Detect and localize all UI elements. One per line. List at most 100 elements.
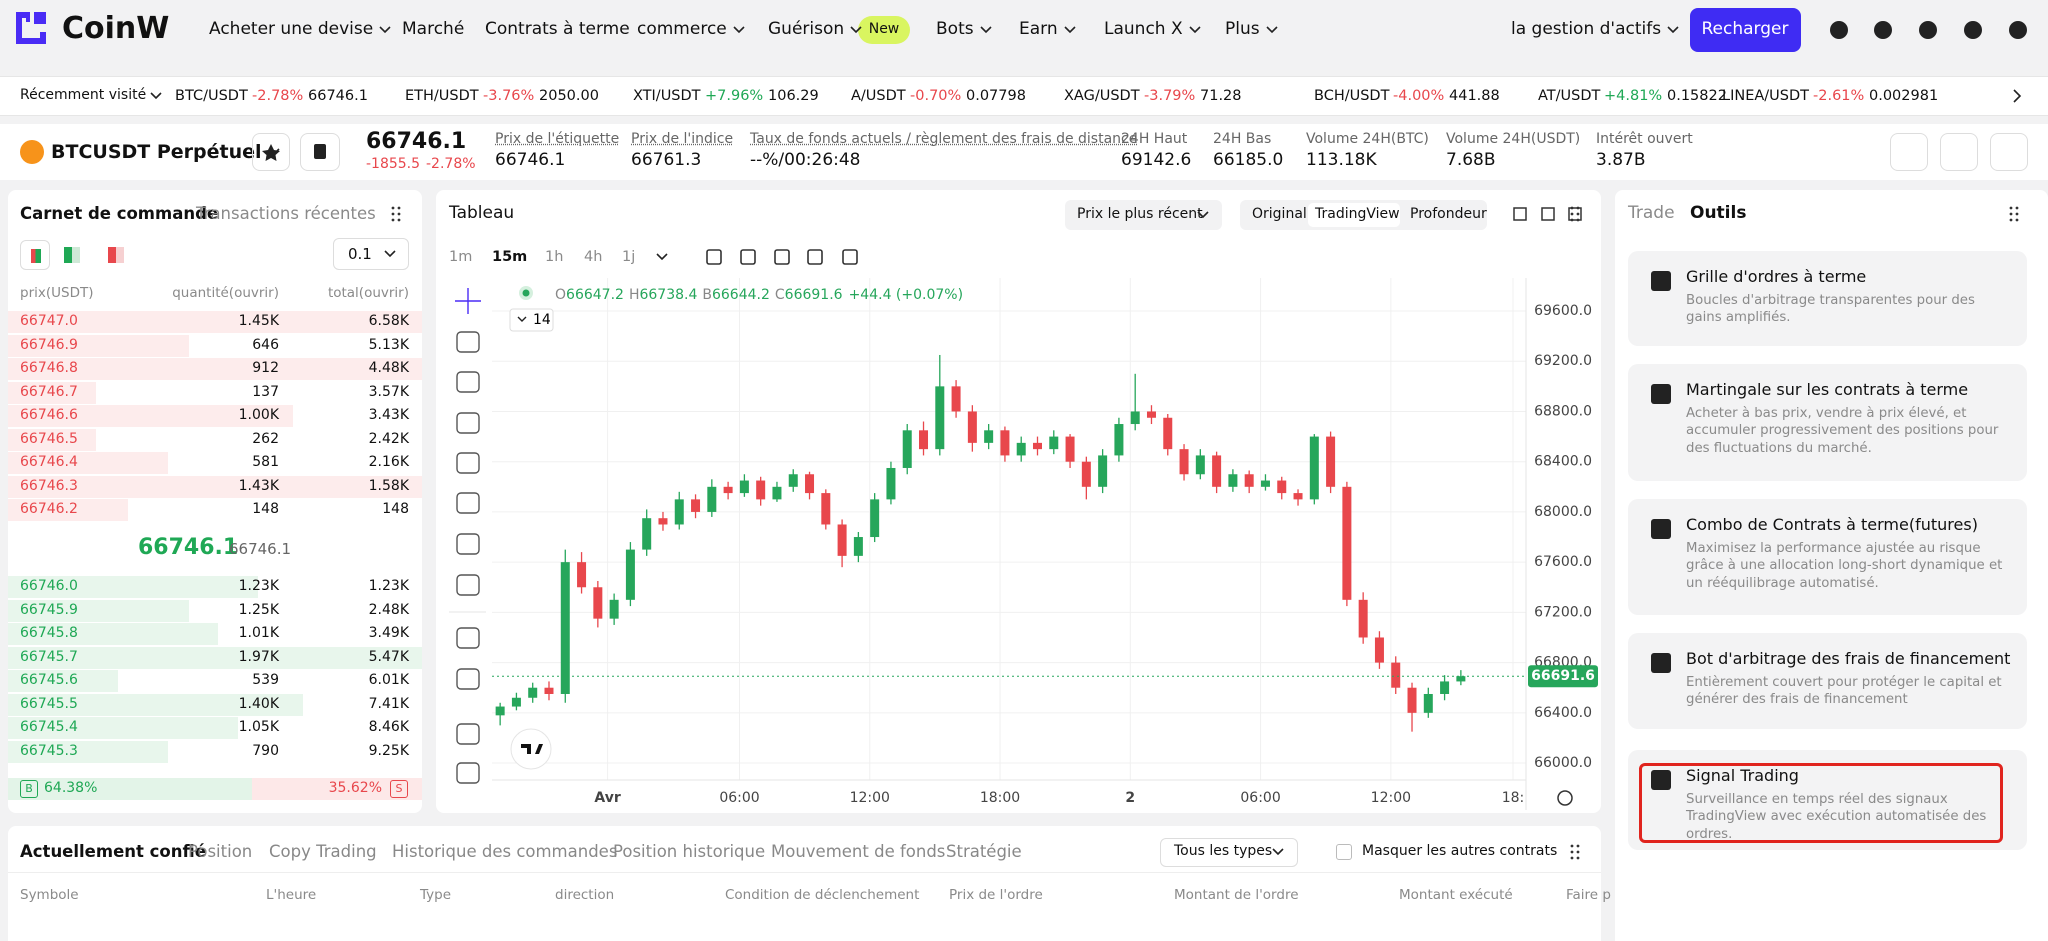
view-tab[interactable]: TradingView [1315, 206, 1400, 223]
favorite-button[interactable] [252, 133, 290, 171]
orders-tab[interactable]: Copy Trading [269, 842, 377, 862]
column-header: Condition de déclenchement [725, 886, 920, 903]
buy-label: B [25, 782, 33, 796]
ask-price: 66746.9 [20, 336, 78, 353]
hide-checkbox[interactable] [1336, 844, 1352, 860]
filter: Tous les types [1174, 843, 1273, 860]
ask-price: 66747.0 [20, 313, 78, 330]
ask-qty: 1.45K [238, 313, 279, 330]
tools-tab[interactable]: Outils [1690, 203, 1747, 224]
stat-value: 66761.3 [631, 150, 702, 171]
orders-tab[interactable]: Mouvement de fonds [771, 842, 946, 862]
ask-depth [8, 358, 422, 380]
ask-price: 66746.3 [20, 477, 78, 494]
orders-tab[interactable]: Position [188, 842, 253, 862]
tool-card[interactable] [1628, 750, 2027, 850]
hint-button[interactable] [1940, 133, 1978, 171]
orders-tab[interactable]: Historique des commandes [392, 842, 618, 862]
view-tab[interactable]: Profondeur [1410, 206, 1487, 223]
orderbook-tab[interactable]: Transactions récentes [196, 204, 376, 224]
view-tab[interactable]: Original [1252, 206, 1307, 223]
tool-card[interactable] [1628, 633, 2027, 729]
orderbook-tab[interactable]: Carnet de commande [20, 204, 219, 224]
interval[interactable]: 1m [449, 248, 473, 265]
bid-depth [8, 693, 303, 716]
nav-item[interactable]: Contrats à terme [485, 19, 630, 40]
symbol[interactable]: BTCUSDT Perpétuel [51, 140, 262, 163]
tool-icon [1651, 519, 1671, 539]
bid-total: 9.25K [368, 742, 409, 759]
assets-link[interactable]: la gestion d'actifs [1511, 19, 1662, 40]
interval[interactable]: 4h [584, 248, 603, 265]
price-mode-dropdown[interactable] [1065, 200, 1222, 230]
interval[interactable]: 1h [545, 248, 564, 265]
tool-title: Combo de Contrats à terme(futures) [1686, 514, 1978, 534]
tool-card[interactable] [1628, 364, 2027, 481]
nav-item[interactable]: Marché [402, 19, 465, 40]
ticker-price: 2050.00 [539, 87, 599, 104]
logo-text: CoinW [62, 11, 170, 46]
ask-total: 6.58K [368, 313, 409, 330]
precision-dropdown[interactable] [333, 238, 409, 270]
bid-total: 5.47K [368, 648, 409, 665]
orders-tab[interactable]: Position historique [613, 842, 766, 862]
deposit-button[interactable] [1690, 8, 1801, 52]
settings-button[interactable] [1990, 133, 2028, 171]
ticker-pair[interactable]: A/USDT [851, 87, 906, 104]
ticker-pair[interactable]: XAG/USDT [1064, 87, 1140, 104]
tool-icon [1651, 384, 1671, 404]
nav-item[interactable]: Plus [1225, 19, 1260, 40]
col-total: total(ouvrir) [327, 284, 409, 301]
interval[interactable]: 15m [492, 248, 528, 265]
more-button[interactable] [1890, 133, 1928, 171]
nav-item[interactable]: Launch X [1104, 19, 1183, 40]
ticker-pair[interactable]: LINEA/USDT [1722, 87, 1810, 104]
view-bids[interactable] [64, 247, 80, 263]
tool-desc: Entièrement couvert pour protéger le cap… [1686, 674, 2002, 708]
nav-item[interactable]: Bots [936, 19, 974, 40]
tools-tab[interactable]: Trade [1628, 203, 1675, 224]
ask-depth [8, 475, 422, 498]
stat-value: 66746.1 [495, 150, 566, 171]
new-badge-text: New [868, 21, 900, 38]
nav-item[interactable]: Acheter une devise [209, 19, 374, 40]
view-both[interactable] [20, 240, 50, 270]
nav-item[interactable]: Guérison [768, 19, 845, 40]
orders-tab[interactable]: Actuellement confié [20, 842, 206, 862]
tool-card[interactable] [1628, 499, 2027, 615]
filter-dropdown[interactable] [1160, 838, 1298, 867]
bid-price: 66745.6 [20, 672, 78, 689]
column-header: direction [555, 886, 615, 903]
bid-qty: 1.25K [238, 601, 279, 618]
bid-total: 8.46K [368, 719, 409, 736]
ask-total: 2.16K [368, 454, 409, 471]
ticker-pair[interactable]: XTI/USDT [633, 87, 701, 104]
bid-qty: 1.05K [238, 719, 279, 736]
ticker-pair[interactable]: BCH/USDT [1314, 87, 1390, 104]
doc-button[interactable] [300, 133, 340, 171]
col-price: prix(USDT) [20, 284, 94, 301]
ticker-pair[interactable]: BTC/USDT [175, 87, 248, 104]
ask-depth [8, 381, 96, 404]
ask-qty: 262 [252, 430, 279, 447]
column-header: Symbole [20, 886, 79, 903]
ask-price: 66746.7 [20, 383, 78, 400]
bid-total: 6.01K [368, 672, 409, 689]
ask-price: 66746.6 [20, 407, 78, 424]
tool-card[interactable] [1628, 251, 2027, 346]
price-change: -1855.5 [366, 156, 421, 173]
ask-qty: 581 [252, 454, 279, 471]
bid-depth [8, 670, 118, 692]
interval[interactable]: 1j [622, 248, 636, 265]
view-asks[interactable] [108, 247, 124, 263]
ticker-change: -3.76% [483, 87, 535, 104]
ask-qty: 912 [252, 360, 279, 377]
orders-tab[interactable]: Stratégie [946, 842, 1022, 862]
nav-item[interactable]: Earn [1019, 19, 1058, 40]
stat-value: 66185.0 [1213, 150, 1284, 171]
stat-label: Intérêt ouvert [1596, 131, 1693, 148]
ticker-pair[interactable]: ETH/USDT [405, 87, 479, 104]
ticker-pair[interactable]: AT/USDT [1538, 87, 1601, 104]
nav-item[interactable]: commerce [637, 19, 727, 40]
